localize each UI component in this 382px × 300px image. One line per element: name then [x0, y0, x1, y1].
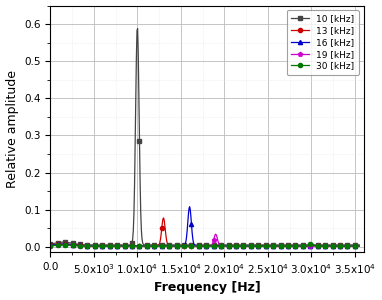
10 [kHz]	[233, 243, 238, 247]
30 [kHz]	[351, 244, 355, 248]
Legend: 10 [kHz], 13 [kHz], 16 [kHz], 19 [kHz], 30 [kHz]: 10 [kHz], 13 [kHz], 16 [kHz], 19 [kHz], …	[286, 10, 359, 75]
16 [kHz]	[217, 244, 221, 247]
19 [kHz]	[217, 242, 221, 245]
19 [kHz]	[357, 244, 361, 248]
16 [kHz]	[351, 244, 355, 247]
19 [kHz]	[137, 244, 141, 248]
30 [kHz]	[302, 244, 306, 248]
30 [kHz]	[137, 244, 141, 248]
13 [kHz]	[137, 244, 141, 247]
16 [kHz]	[198, 244, 202, 247]
10 [kHz]	[198, 243, 202, 247]
13 [kHz]	[161, 216, 166, 220]
19 [kHz]	[351, 244, 355, 248]
19 [kHz]	[303, 244, 307, 248]
10 [kHz]	[151, 243, 156, 247]
Line: 13 [kHz]: 13 [kHz]	[48, 216, 361, 248]
19 [kHz]	[213, 232, 218, 236]
10 [kHz]	[351, 243, 355, 247]
30 [kHz]	[197, 244, 202, 248]
16 [kHz]	[48, 243, 53, 247]
Y-axis label: Relative amplitude: Relative amplitude	[6, 70, 19, 188]
10 [kHz]	[135, 27, 140, 30]
13 [kHz]	[196, 244, 201, 247]
30 [kHz]	[233, 244, 237, 248]
Line: 10 [kHz]: 10 [kHz]	[48, 26, 361, 247]
19 [kHz]	[197, 244, 202, 248]
10 [kHz]	[48, 242, 53, 246]
10 [kHz]	[217, 243, 221, 247]
16 [kHz]	[187, 205, 192, 208]
13 [kHz]	[303, 244, 307, 247]
13 [kHz]	[217, 244, 221, 247]
19 [kHz]	[233, 244, 238, 248]
16 [kHz]	[196, 244, 201, 247]
30 [kHz]	[357, 244, 361, 248]
30 [kHz]	[48, 244, 53, 247]
Line: 30 [kHz]: 30 [kHz]	[48, 241, 361, 248]
30 [kHz]	[309, 241, 314, 245]
30 [kHz]	[195, 244, 200, 248]
16 [kHz]	[137, 244, 141, 247]
X-axis label: Frequency [Hz]: Frequency [Hz]	[154, 281, 261, 294]
13 [kHz]	[233, 244, 238, 247]
10 [kHz]	[303, 243, 307, 247]
13 [kHz]	[351, 244, 355, 247]
30 [kHz]	[216, 244, 220, 248]
16 [kHz]	[303, 244, 307, 247]
16 [kHz]	[233, 244, 238, 247]
16 [kHz]	[357, 244, 361, 247]
13 [kHz]	[357, 244, 361, 247]
Line: 19 [kHz]: 19 [kHz]	[48, 232, 361, 248]
19 [kHz]	[48, 244, 53, 247]
13 [kHz]	[48, 243, 53, 247]
19 [kHz]	[195, 244, 200, 248]
10 [kHz]	[196, 243, 201, 247]
10 [kHz]	[357, 243, 361, 247]
Line: 16 [kHz]: 16 [kHz]	[48, 205, 361, 248]
13 [kHz]	[198, 244, 202, 247]
